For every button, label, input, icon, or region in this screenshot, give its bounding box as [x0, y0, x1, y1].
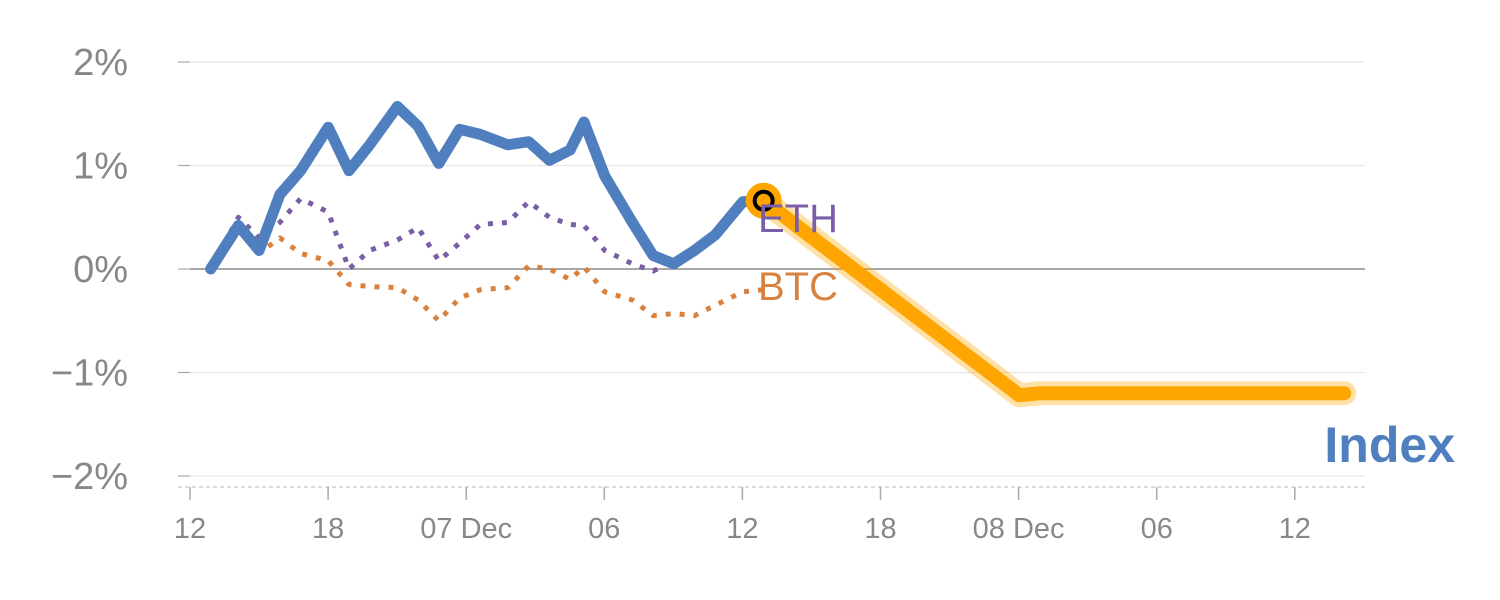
marker-layer — [745, 182, 782, 219]
y-tick-label: 0% — [73, 249, 128, 291]
y-tick-label: 1% — [73, 146, 128, 188]
x-axis: 12 18 07 Dec 06 12 18 08 Dec 06 12 — [174, 486, 1365, 545]
x-tick-label: 07 Dec — [420, 513, 512, 545]
y-tick-label: −1% — [51, 353, 128, 395]
y-tick-label: 2% — [73, 42, 128, 84]
series-label-eth: ETH — [758, 197, 838, 241]
x-tick-label: 12 — [174, 513, 206, 545]
x-tick-label: 12 — [1279, 513, 1311, 545]
highlight-line — [756, 193, 1352, 403]
series-label-btc: BTC — [758, 265, 838, 309]
x-tick-label: 18 — [864, 513, 896, 545]
grid-layer — [178, 61, 1365, 477]
series-layer — [205, 101, 1357, 408]
x-tick-label: 18 — [312, 513, 344, 545]
x-tick-label: 12 — [726, 513, 758, 545]
highlight-glow — [751, 188, 1357, 408]
series-btc-line — [208, 223, 764, 324]
y-tick-label: −2% — [51, 456, 128, 498]
series-index-line — [205, 101, 770, 275]
x-tick-label: 08 Dec — [973, 513, 1065, 545]
label-layer: ETH BTC Index — [758, 197, 1455, 473]
x-tick-label: 06 — [588, 513, 620, 545]
highlight-marker — [752, 189, 775, 212]
y-axis: 2% 1% 0% −1% −2% — [51, 42, 128, 498]
x-tick-label: 06 — [1141, 513, 1173, 545]
series-label-index: Index — [1324, 417, 1455, 473]
